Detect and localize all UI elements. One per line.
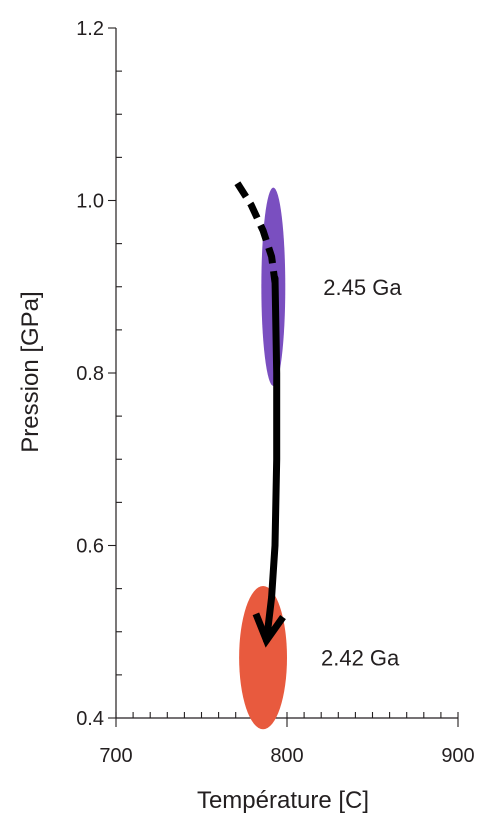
prograde-dashed-path (234, 181, 279, 283)
x-axis-title: Température [C] (197, 787, 369, 814)
y-tick-label: 1.2 (76, 18, 104, 40)
y-tick-label: 0.6 (76, 536, 104, 558)
label-2-42-ga: 2.42 Ga (321, 646, 400, 671)
y-tick-label: 0.8 (76, 363, 104, 385)
y-tick-label: 1.0 (76, 191, 104, 213)
retrograde-solid-path (263, 274, 281, 644)
y-tick-label: 0.4 (76, 708, 104, 730)
label-2-45-ga: 2.45 Ga (323, 275, 402, 300)
ellipse-2-42-ga (239, 586, 287, 730)
x-tick-label: 700 (99, 745, 132, 767)
x-tick-label: 900 (441, 745, 474, 767)
x-tick-label: 800 (270, 745, 303, 767)
arrowhead (252, 612, 286, 648)
y-axis-title: Pression [GPa] (17, 291, 44, 452)
